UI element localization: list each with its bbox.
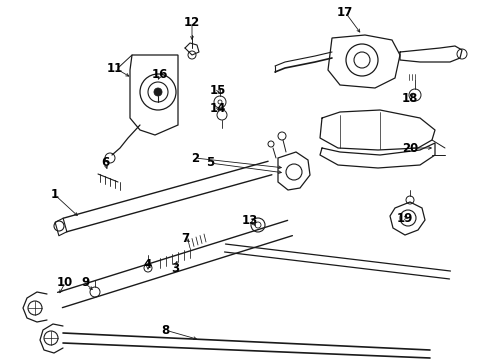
- Text: 14: 14: [210, 102, 226, 114]
- Text: 4: 4: [144, 258, 152, 271]
- Text: 6: 6: [101, 156, 109, 168]
- Polygon shape: [328, 35, 400, 88]
- Text: 8: 8: [161, 324, 169, 337]
- Text: 10: 10: [57, 276, 73, 289]
- Text: 16: 16: [152, 68, 168, 81]
- Text: 15: 15: [210, 84, 226, 96]
- Text: 18: 18: [402, 91, 418, 104]
- Text: 1: 1: [51, 189, 59, 202]
- Text: 5: 5: [206, 157, 214, 170]
- Text: 12: 12: [184, 15, 200, 28]
- Text: 3: 3: [171, 261, 179, 274]
- Text: 19: 19: [397, 211, 413, 225]
- Text: 13: 13: [242, 213, 258, 226]
- Polygon shape: [130, 55, 178, 135]
- Text: 11: 11: [107, 62, 123, 75]
- Text: 2: 2: [191, 152, 199, 165]
- Text: 7: 7: [181, 231, 189, 244]
- Polygon shape: [390, 202, 425, 235]
- Text: 9: 9: [81, 276, 89, 289]
- Circle shape: [154, 88, 162, 96]
- Polygon shape: [278, 152, 310, 190]
- Text: 20: 20: [402, 141, 418, 154]
- Text: 17: 17: [337, 5, 353, 18]
